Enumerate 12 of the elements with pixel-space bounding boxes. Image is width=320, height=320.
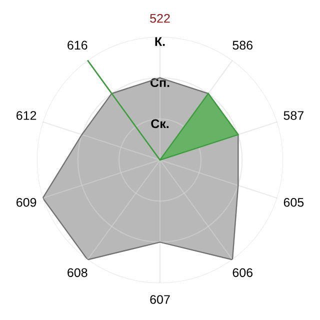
spoke-label: 522 (150, 14, 170, 23)
spoke-label: 608 (68, 268, 88, 278)
y-tick-label: Ск. (151, 119, 169, 128)
spoke-label: 605 (284, 198, 304, 207)
spoke-label: 586 (232, 40, 252, 50)
y-tick-label: К. (155, 37, 165, 46)
spoke-label: 612 (16, 111, 36, 120)
spoke-label: 587 (284, 111, 304, 120)
spoke-label: 609 (16, 198, 36, 207)
spoke-label: 616 (68, 40, 88, 50)
spoke-label: 607 (150, 295, 170, 304)
spoke-label: 606 (232, 268, 252, 278)
